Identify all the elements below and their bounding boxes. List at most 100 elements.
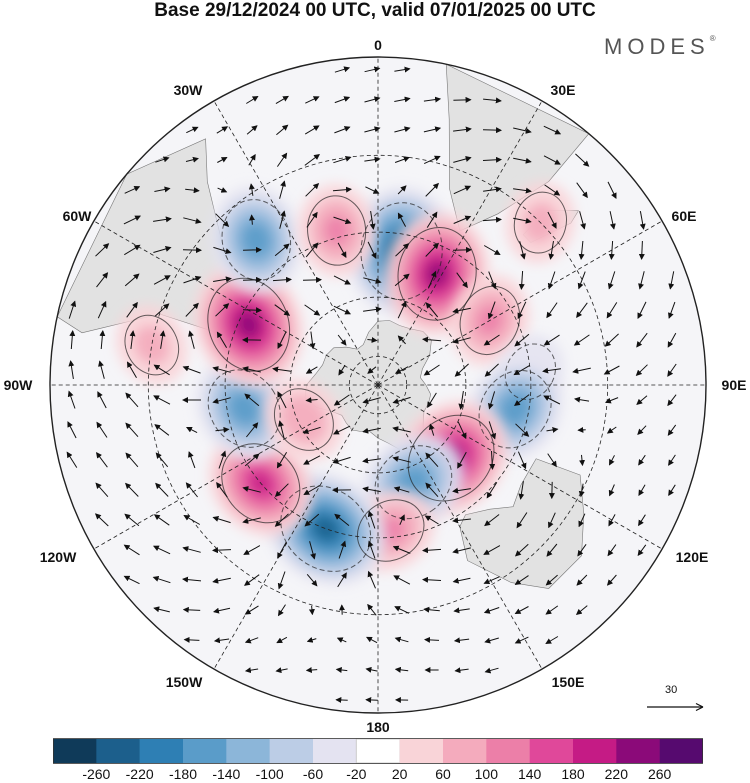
wind-arrow bbox=[453, 607, 470, 614]
polar-map bbox=[49, 56, 707, 714]
wind-arrow bbox=[514, 543, 529, 557]
colorbar-swatch bbox=[53, 739, 97, 763]
anomaly-contour bbox=[221, 443, 301, 524]
wind-arrow bbox=[153, 364, 170, 376]
colorbar-swatch bbox=[96, 739, 140, 763]
wind-arrow bbox=[186, 426, 198, 434]
wind-arrow bbox=[638, 271, 645, 290]
wind-arrow bbox=[334, 513, 350, 526]
wind-arrow bbox=[545, 605, 559, 615]
colorbar-tick-label: 20 bbox=[391, 766, 408, 782]
wind-arrow bbox=[483, 97, 502, 104]
wind-arrow bbox=[243, 545, 261, 555]
wind-arrow bbox=[579, 454, 585, 467]
wind-arrow bbox=[182, 606, 201, 613]
wind-arrow bbox=[69, 330, 76, 350]
meridian-line bbox=[377, 100, 543, 385]
wind-arrow bbox=[182, 576, 202, 583]
wind-arrow bbox=[362, 397, 381, 404]
wind-arrow bbox=[363, 277, 382, 284]
wind-arrow bbox=[274, 304, 291, 316]
lon-label-120e: 120E bbox=[675, 549, 709, 565]
wind-arrow bbox=[425, 242, 439, 257]
colorbar-tick-label: -180 bbox=[168, 766, 198, 782]
wind-arrow bbox=[278, 420, 285, 439]
wind-arrow bbox=[153, 246, 172, 253]
reference-vector-arrow bbox=[647, 702, 704, 712]
wind-arrow bbox=[484, 363, 499, 377]
wind-arrow bbox=[306, 211, 318, 228]
wind-arrow bbox=[458, 391, 465, 410]
wind-arrow bbox=[639, 211, 646, 230]
wind-arrow bbox=[334, 96, 351, 104]
wind-arrow bbox=[422, 336, 442, 343]
wind-arrow bbox=[394, 156, 410, 163]
wind-arrow bbox=[153, 606, 170, 613]
wind-arrow bbox=[367, 241, 377, 260]
wind-arrow bbox=[248, 183, 255, 196]
wind-arrow bbox=[483, 334, 500, 346]
wind-arrow bbox=[153, 216, 172, 223]
wind-arrow bbox=[638, 484, 646, 497]
wind-arrow bbox=[426, 211, 438, 228]
wind-arrow bbox=[335, 666, 348, 673]
wind-arrow bbox=[397, 212, 407, 227]
wind-arrow bbox=[305, 397, 318, 404]
wind-arrow bbox=[667, 332, 677, 348]
wind-arrow bbox=[667, 394, 677, 407]
wind-arrow bbox=[517, 301, 527, 320]
wind-arrow bbox=[637, 544, 647, 557]
wind-arrow bbox=[608, 514, 616, 527]
wind-arrow bbox=[395, 243, 410, 257]
wind-arrow bbox=[489, 450, 496, 470]
wind-arrow bbox=[543, 155, 561, 165]
wind-arrow bbox=[216, 481, 228, 498]
lon-label-30e: 30E bbox=[550, 82, 576, 98]
wind-arrow bbox=[603, 365, 620, 375]
wind-arrow bbox=[578, 483, 585, 498]
wind-arrow bbox=[487, 391, 496, 410]
wind-arrow bbox=[365, 666, 378, 673]
wind-arrow bbox=[215, 303, 230, 317]
meridian-line bbox=[377, 385, 543, 670]
wind-arrow bbox=[548, 241, 555, 260]
wind-arrow bbox=[125, 452, 139, 468]
wind-arrow bbox=[517, 451, 527, 470]
wind-arrow bbox=[425, 452, 439, 468]
wind-arrow bbox=[338, 364, 346, 376]
wind-arrow bbox=[456, 272, 468, 289]
wind-arrow bbox=[392, 545, 411, 554]
wind-arrow bbox=[332, 456, 351, 465]
wind-arrow bbox=[159, 330, 166, 349]
wind-arrow bbox=[548, 512, 556, 529]
wind-arrow bbox=[578, 513, 586, 528]
wind-arrow bbox=[215, 426, 230, 433]
positive-anomaly-center bbox=[297, 184, 376, 277]
wind-arrow bbox=[394, 666, 409, 673]
wind-arrow bbox=[96, 272, 109, 288]
meridian-line bbox=[378, 384, 663, 550]
wind-arrow bbox=[334, 66, 351, 73]
wind-arrow bbox=[543, 125, 562, 135]
wind-arrow bbox=[277, 571, 286, 590]
wind-arrow bbox=[423, 96, 442, 103]
positive-anomaly-center bbox=[264, 378, 344, 461]
wind-arrow bbox=[188, 451, 196, 469]
wind-arrow bbox=[543, 395, 561, 405]
lon-label-60w: 60W bbox=[62, 208, 92, 224]
wind-arrow bbox=[365, 696, 378, 703]
wind-arrow bbox=[153, 275, 171, 285]
wind-arrow bbox=[334, 126, 351, 134]
wind-arrow bbox=[94, 513, 109, 527]
wind-arrow bbox=[668, 301, 676, 319]
wind-arrow bbox=[668, 271, 675, 290]
wind-arrow bbox=[363, 306, 382, 313]
wind-arrow bbox=[392, 456, 411, 463]
wind-arrow bbox=[337, 242, 347, 258]
wind-arrow bbox=[423, 364, 440, 376]
wind-arrow bbox=[305, 242, 319, 258]
colorbar-swatch bbox=[443, 739, 487, 763]
wind-arrow bbox=[546, 543, 558, 557]
wind-arrow bbox=[367, 570, 376, 589]
wind-arrow bbox=[216, 331, 228, 348]
